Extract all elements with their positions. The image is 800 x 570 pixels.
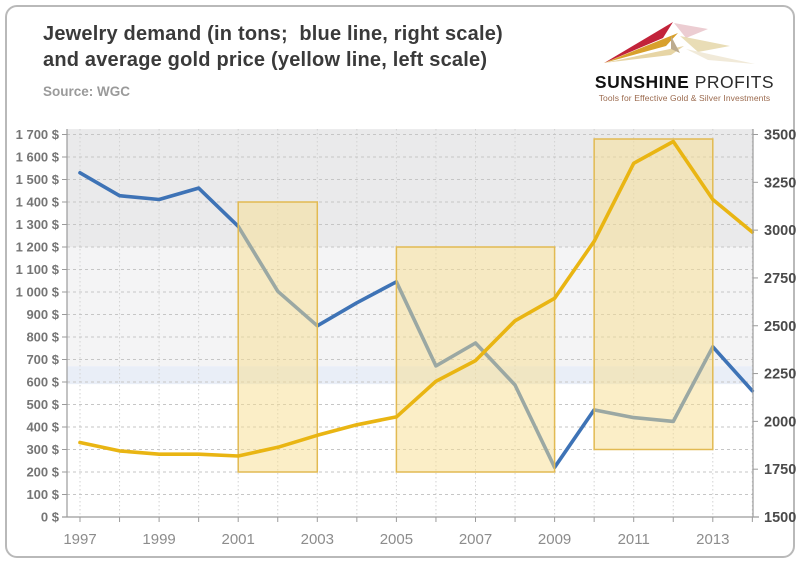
left-tick-label: 600 $ xyxy=(26,375,59,390)
page-title-line-1: Jewelry demand (in tons; blue line, righ… xyxy=(43,23,503,45)
x-tick-label: 2001 xyxy=(222,531,255,548)
line-chart: 0 $ 100 $ 200 $ 300 $ 400 $ 500 $ 600 $ 700 $ 80… xyxy=(16,127,797,548)
left-tick-label: 1 200 $ xyxy=(16,240,60,255)
right-tick-label: 3000 xyxy=(764,223,796,239)
left-tick-label: 1 300 $ xyxy=(16,217,60,232)
right-tick-label: 3250 xyxy=(764,175,796,191)
logo-tagline: Tools for Effective Gold & Silver Invest… xyxy=(598,93,771,103)
x-tick-label: 2009 xyxy=(538,531,571,548)
chart-card: Jewelry demand (in tons; blue line, righ… xyxy=(5,5,796,558)
x-tick-label: 1997 xyxy=(63,531,96,548)
x-tick-label: 2005 xyxy=(380,531,413,548)
right-tick-label: 2750 xyxy=(764,271,796,287)
logo-wordmark: SUNSHINE PROFITS xyxy=(567,72,800,93)
page-title-line-2: and average gold price (yellow line, lef… xyxy=(43,49,488,71)
highlight-rect xyxy=(237,201,319,473)
left-tick-label: 300 $ xyxy=(26,442,59,457)
right-tick-label: 2000 xyxy=(764,414,796,430)
right-tick-label: 1500 xyxy=(764,510,796,526)
left-tick-label: 200 $ xyxy=(26,465,59,480)
left-tick-label: 1 500 $ xyxy=(16,172,60,187)
left-tick-label: 1 000 $ xyxy=(16,285,60,300)
left-tick-label: 800 $ xyxy=(26,330,59,345)
x-tick-label: 2007 xyxy=(459,531,492,548)
left-tick-label: 900 $ xyxy=(26,307,59,322)
logo-brand-bold: SUNSHINE xyxy=(594,72,690,92)
sunshine-profits-logo: SUNSHINE PROFITS Tools for Effective Gol… xyxy=(567,12,800,112)
x-tick-label: 2011 xyxy=(618,531,650,548)
right-tick-label: 2500 xyxy=(764,319,796,335)
left-tick-label: 1 600 $ xyxy=(16,150,60,165)
x-tick-label: 2003 xyxy=(301,531,334,548)
logo-brand-light: PROFITS xyxy=(689,72,775,92)
right-tick-label: 3500 xyxy=(764,128,796,144)
logo-arrows-icon xyxy=(604,22,755,64)
x-tick-label: 1999 xyxy=(142,531,175,548)
highlight-rect xyxy=(593,138,714,451)
left-tick-label: 500 $ xyxy=(26,397,59,412)
left-tick-label: 1 700 $ xyxy=(16,127,60,142)
left-tick-label: 100 $ xyxy=(26,487,59,502)
source-label: Source: WGC xyxy=(43,84,131,99)
left-tick-label: 0 $ xyxy=(41,510,60,525)
gold-price-line xyxy=(78,139,755,458)
left-tick-label: 1 400 $ xyxy=(16,195,60,210)
left-tick-label: 1 100 $ xyxy=(16,262,60,277)
right-tick-label: 2250 xyxy=(764,367,796,383)
chart-header: Jewelry demand (in tons; blue line, righ… xyxy=(43,21,563,99)
x-tick-label: 2013 xyxy=(696,531,729,548)
right-tick-label: 1750 xyxy=(764,462,796,478)
left-tick-label: 400 $ xyxy=(26,420,59,435)
left-tick-label: 700 $ xyxy=(26,352,59,367)
